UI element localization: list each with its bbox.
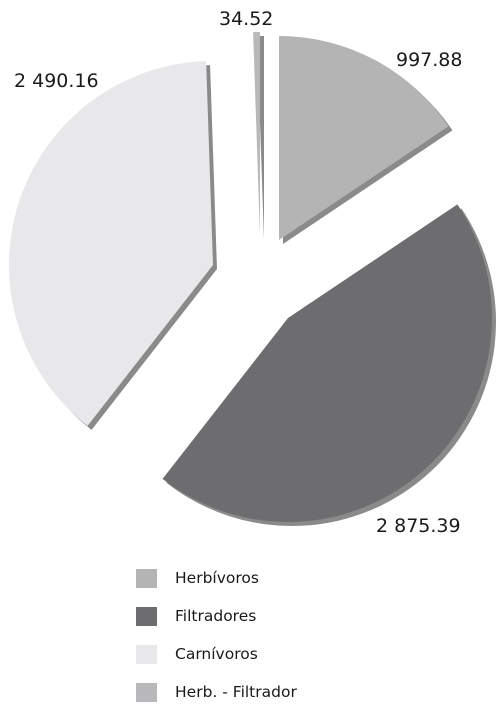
- value-label-herbivoros: 997.88: [396, 49, 462, 71]
- legend-swatch-herb-filtrador: [136, 683, 157, 702]
- legend-label-carnivoros: Carnívoros: [175, 645, 258, 663]
- value-label-filtradores: 2 875.39: [376, 515, 461, 537]
- legend-swatch-filtradores: [136, 607, 157, 626]
- legend-swatch-herbivoros: [136, 569, 157, 588]
- slice-filtradores: [162, 204, 493, 523]
- slice-herb-filtrador: [253, 32, 260, 236]
- value-label-carnivoros: 2 490.16: [14, 70, 99, 92]
- value-label-herb-filtrador: 34.52: [219, 8, 273, 30]
- slices-group: [8, 32, 493, 523]
- legend-label-filtradores: Filtradores: [175, 607, 257, 625]
- slice-carnivoros: [8, 61, 213, 426]
- legend-label-herbivoros: Herbívoros: [175, 569, 259, 587]
- legend-label-herb-filtrador: Herb. - Filtrador: [175, 683, 297, 701]
- pie-chart: 997.88 2 875.39 2 490.16 34.52: [8, 8, 497, 537]
- legend-swatch-carnivoros: [136, 645, 157, 664]
- slice-herbivoros: [279, 36, 449, 240]
